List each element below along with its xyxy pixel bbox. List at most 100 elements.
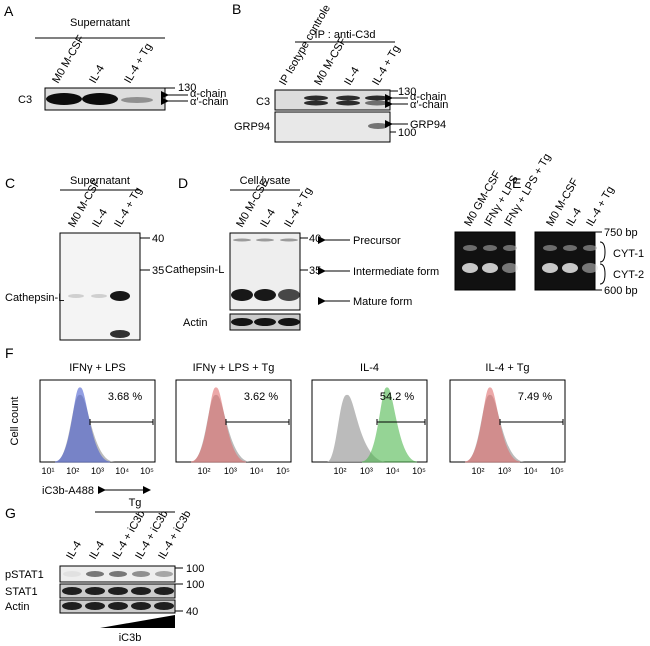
marker: 40 <box>152 233 164 245</box>
row-label: Cathepsin-L <box>5 292 64 304</box>
percent: 7.49 % <box>518 391 552 403</box>
lane-label: M0 M-CSF <box>50 33 87 85</box>
band <box>365 95 389 101</box>
plot-frame <box>311 379 428 463</box>
row-label: Actin <box>5 601 29 613</box>
lane-label: IL-4 + Tg <box>122 41 154 85</box>
plot-title: IL-4 + Tg <box>485 362 529 374</box>
lane-label: IL-4 + Tg <box>282 185 314 229</box>
band <box>110 291 130 301</box>
band <box>82 93 118 105</box>
panel-letter: E <box>512 175 521 191</box>
band <box>503 245 517 251</box>
tick-label: 10⁴ <box>386 466 400 476</box>
percent: 3.68 % <box>108 391 142 403</box>
band-label: CYT-1 <box>613 248 644 260</box>
row-label: C3 <box>18 94 32 106</box>
gel <box>534 231 596 291</box>
tick-label: 10⁴ <box>250 466 264 476</box>
band <box>256 238 274 242</box>
lane-label: IL-4 <box>64 539 84 561</box>
band-label: CYT-2 <box>613 269 644 281</box>
plot-title: IFNγ + LPS + Tg <box>193 362 275 374</box>
tick-label: 10⁴ <box>115 466 129 476</box>
band <box>365 100 389 106</box>
band <box>85 587 105 595</box>
panel-header: Tg <box>129 497 142 509</box>
band <box>463 245 477 251</box>
band <box>110 330 130 338</box>
gel <box>454 231 516 291</box>
arrow-label: Intermediate form <box>353 266 439 278</box>
arrow-label: α-chain <box>410 91 446 103</box>
tick-label: 10⁵ <box>412 466 426 476</box>
percent: 3.62 % <box>244 391 278 403</box>
panel-letter: A <box>4 3 14 19</box>
lane-label: IL-4 + Tg <box>112 185 144 229</box>
panel-letter: C <box>5 175 15 191</box>
marker: 130 <box>398 86 416 98</box>
band <box>154 602 174 610</box>
band <box>68 294 84 298</box>
marker: 40 <box>309 233 321 245</box>
marker: 100 <box>398 127 416 139</box>
band <box>131 602 151 610</box>
tick-label: 10³ <box>91 466 104 476</box>
tick-label: 10² <box>197 466 210 476</box>
tick-label: 10⁵ <box>550 466 564 476</box>
band <box>86 571 104 577</box>
arrow-label: α′-chain <box>190 96 228 108</box>
panel-letter: F <box>5 345 14 361</box>
marker: 100 <box>186 563 204 575</box>
lane-label: IL-4 + Tg <box>370 43 402 87</box>
arrow-label: Mature form <box>353 296 412 308</box>
band <box>562 263 578 273</box>
panel-header: Cell lysate <box>240 175 291 187</box>
row-label: C3 <box>256 96 270 108</box>
wedge-label: iC3b <box>119 632 142 641</box>
tick-label: 10⁵ <box>140 466 154 476</box>
band <box>233 238 251 242</box>
band <box>278 318 300 326</box>
blot <box>59 232 141 341</box>
plot-title: IL-4 <box>360 362 379 374</box>
band <box>280 238 298 242</box>
tick-label: 10² <box>471 466 484 476</box>
axis-label: iC3b-A488 <box>42 485 94 497</box>
arrow-label: GRP94 <box>410 119 446 131</box>
tick-label: 10⁵ <box>276 466 290 476</box>
band <box>63 571 81 577</box>
percent: 54.2 % <box>380 391 414 403</box>
lane-label: IL-4 <box>87 63 107 85</box>
band <box>231 289 253 301</box>
band <box>583 245 597 251</box>
row-label: Cathepsin-L <box>165 264 224 276</box>
tick-label: 10¹ <box>41 466 54 476</box>
lane-label: IL-4 <box>342 65 362 87</box>
row-label: STAT1 <box>5 586 38 598</box>
histogram <box>54 387 111 463</box>
band <box>131 587 151 595</box>
marker: 130 <box>178 82 196 94</box>
band <box>62 602 82 610</box>
tick-label: 10² <box>66 466 79 476</box>
band <box>582 263 598 273</box>
marker: 40 <box>186 606 198 618</box>
bracket <box>599 263 606 285</box>
lane-label: IL-4 <box>87 539 107 561</box>
panel-header: Supernatant <box>70 175 130 187</box>
tick-label: 10³ <box>360 466 373 476</box>
marker: 35 <box>152 265 164 277</box>
band <box>542 263 558 273</box>
lane-label: IL-4 <box>564 206 584 228</box>
band <box>46 93 82 105</box>
band <box>543 245 557 251</box>
band <box>254 318 276 326</box>
band <box>62 587 82 595</box>
band <box>336 95 360 101</box>
marker: 600 bp <box>604 285 638 297</box>
histogram <box>190 387 247 463</box>
arrow-label: α-chain <box>190 88 226 100</box>
band <box>109 571 127 577</box>
